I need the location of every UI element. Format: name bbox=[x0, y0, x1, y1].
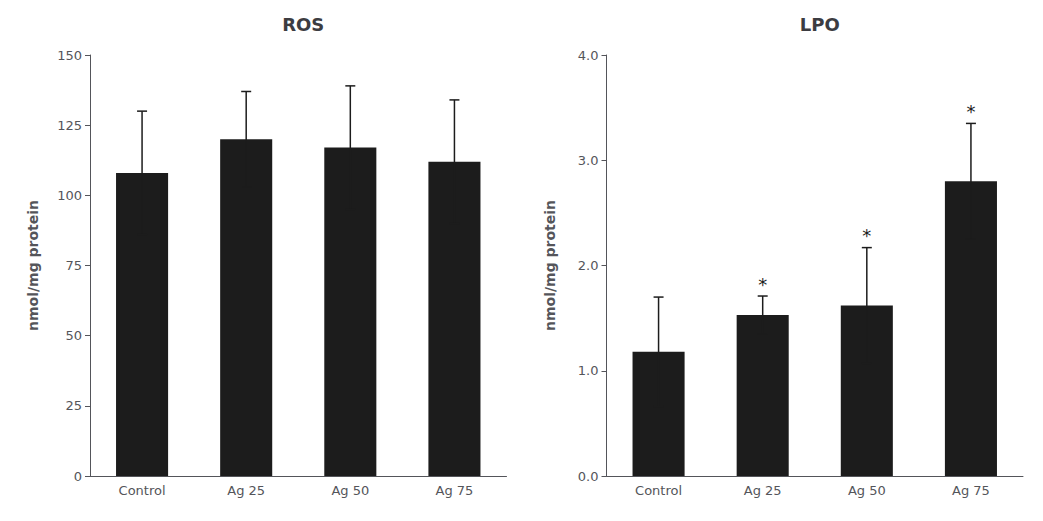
svg-text:Ag 75: Ag 75 bbox=[436, 483, 474, 498]
svg-text:125: 125 bbox=[57, 118, 82, 133]
svg-text:150: 150 bbox=[57, 48, 82, 63]
svg-text:nmol/mg protein: nmol/mg protein bbox=[542, 200, 558, 331]
svg-text:*: * bbox=[966, 101, 975, 122]
svg-text:*: * bbox=[862, 225, 871, 246]
svg-text:75: 75 bbox=[65, 258, 82, 273]
svg-text:50: 50 bbox=[65, 328, 82, 343]
svg-text:Control: Control bbox=[119, 483, 166, 498]
svg-text:0.0: 0.0 bbox=[578, 469, 599, 484]
svg-text:Ag 25: Ag 25 bbox=[744, 483, 782, 498]
svg-text:4.0: 4.0 bbox=[578, 48, 599, 63]
svg-text:Ag 25: Ag 25 bbox=[227, 483, 265, 498]
svg-text:2.0: 2.0 bbox=[578, 258, 599, 273]
svg-text:100: 100 bbox=[57, 188, 82, 203]
svg-text:ROS: ROS bbox=[282, 14, 324, 35]
svg-text:*: * bbox=[758, 274, 767, 295]
svg-text:Ag 50: Ag 50 bbox=[331, 483, 369, 498]
svg-text:nmol/mg protein: nmol/mg protein bbox=[25, 200, 41, 331]
svg-text:1.0: 1.0 bbox=[578, 363, 599, 378]
svg-text:Ag 50: Ag 50 bbox=[848, 483, 886, 498]
svg-text:25: 25 bbox=[65, 398, 82, 413]
svg-text:3.0: 3.0 bbox=[578, 153, 599, 168]
svg-text:Control: Control bbox=[635, 483, 682, 498]
svg-text:LPO: LPO bbox=[800, 14, 840, 35]
svg-text:0: 0 bbox=[74, 469, 82, 484]
svg-text:Ag 75: Ag 75 bbox=[952, 483, 990, 498]
